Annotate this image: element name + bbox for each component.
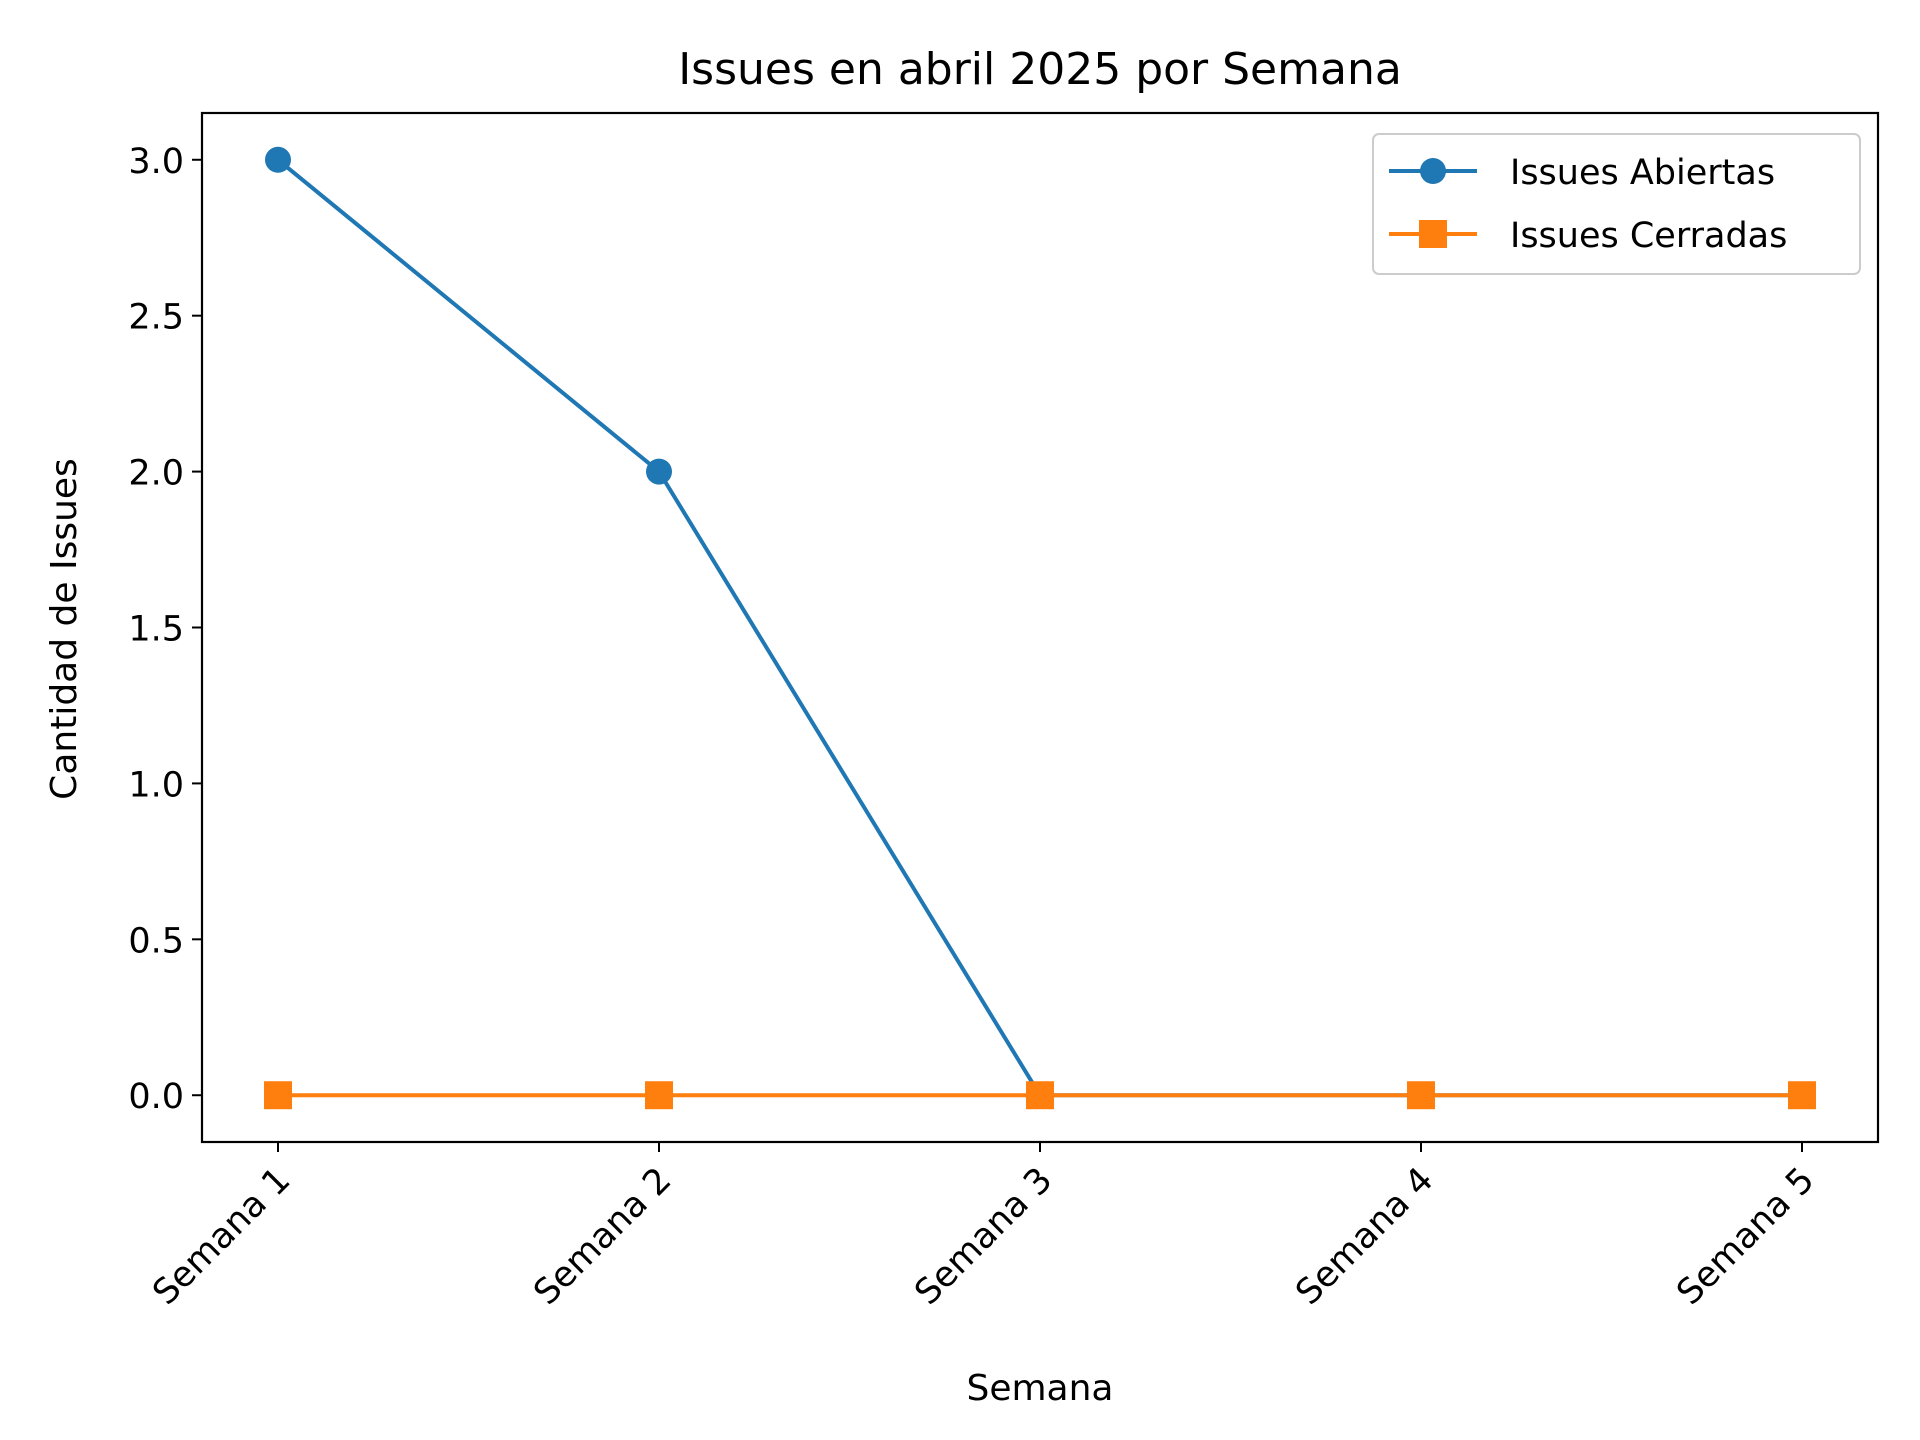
y-axis: 0.0 0.5 1.0 1.5 2.0 2.5 3.0 (128, 142, 202, 1117)
y-tick-label: 2.5 (128, 298, 184, 338)
data-point (1026, 1081, 1054, 1110)
data-point (264, 1081, 292, 1110)
legend: Issues Abiertas Issues Cerradas (1372, 133, 1861, 275)
data-point (1407, 1081, 1435, 1110)
legend-label: Issues Abiertas (1510, 153, 1775, 193)
series-line (276, 158, 1802, 1098)
data-point (265, 146, 291, 173)
legend-marker (1419, 220, 1447, 248)
chart-title: Issues en abril 2025 por Semana (678, 44, 1402, 95)
y-tick-label: 1.0 (128, 765, 184, 805)
y-axis-label: Cantidad de Issues (44, 458, 85, 800)
series-1 (265, 146, 1815, 1109)
x-tick-label: Semana 5 (1669, 1160, 1822, 1313)
series-2 (264, 1081, 1816, 1110)
legend-label: Issues Cerradas (1510, 216, 1787, 256)
y-tick-label: 3.0 (128, 142, 184, 182)
y-tick-label: 0.5 (128, 921, 184, 961)
y-tick-label: 0.0 (128, 1077, 184, 1117)
x-tick-label: Semana 4 (1288, 1160, 1441, 1313)
x-axis-label: Semana (966, 1368, 1113, 1409)
x-tick-label: Semana 3 (907, 1160, 1060, 1313)
data-point (1788, 1081, 1816, 1110)
legend-item: Issues Abiertas (1389, 153, 1775, 193)
legend-marker (1420, 158, 1446, 184)
legend-item: Issues Cerradas (1389, 216, 1787, 256)
x-axis: Semana 1 Semana 2 Semana 3 Semana 4 Semana 5 (145, 1142, 1822, 1313)
x-tick-label: Semana 1 (145, 1160, 298, 1313)
legend-box (1372, 133, 1861, 275)
data-point (645, 1081, 673, 1110)
data-point (646, 458, 672, 485)
x-tick-label: Semana 2 (526, 1160, 679, 1313)
y-tick-label: 1.5 (128, 610, 184, 650)
y-tick-label: 2.0 (128, 454, 184, 494)
